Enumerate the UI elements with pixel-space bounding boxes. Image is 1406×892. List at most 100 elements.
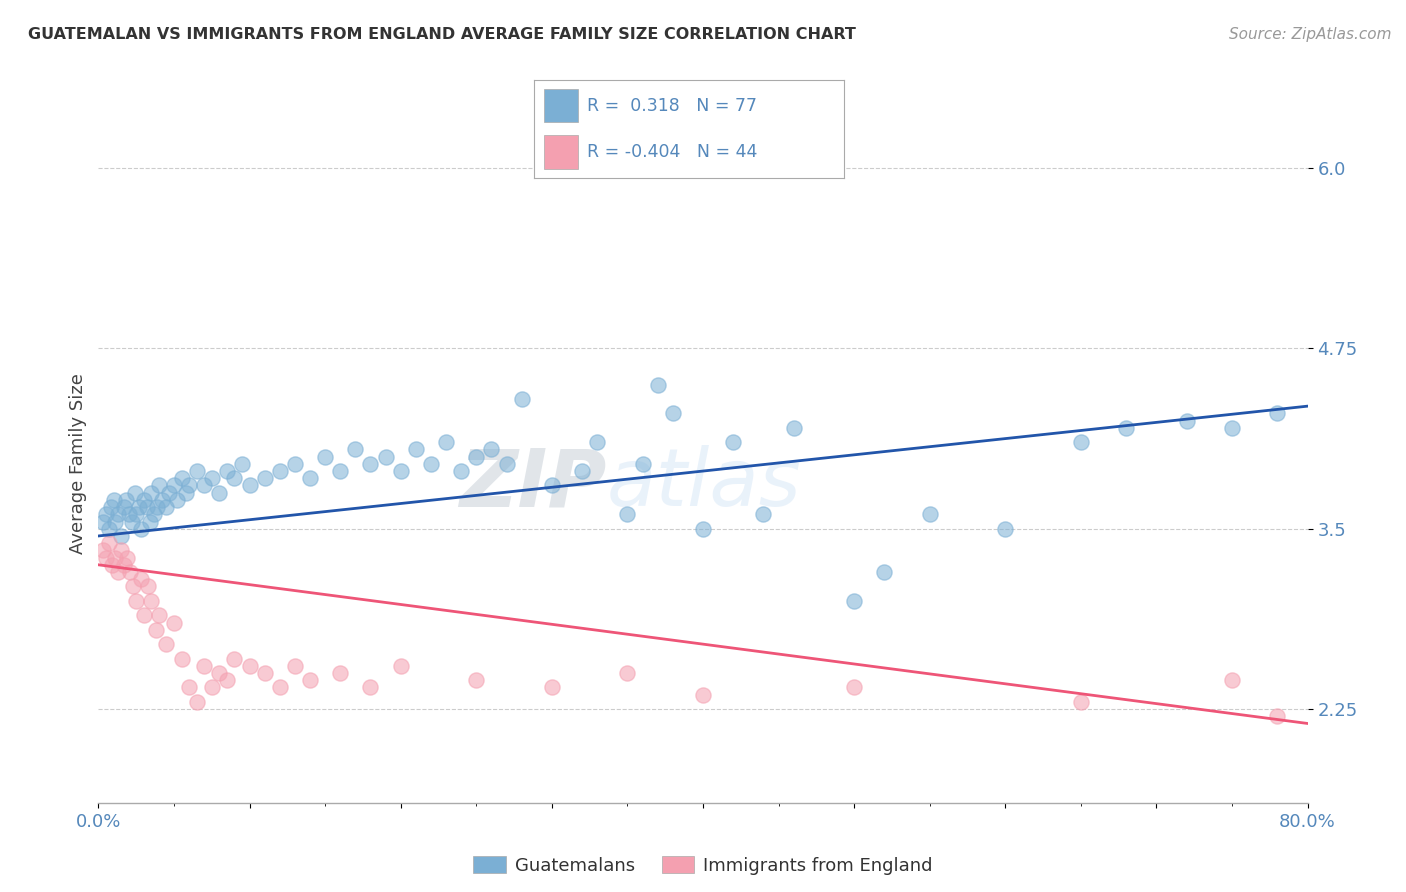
Point [465,673,488,688]
Point [125,594,148,608]
Point [299,471,322,485]
Point [98,522,121,536]
Point [100,500,122,515]
Point [692,688,714,702]
Point [148,478,170,492]
Point [170,651,193,665]
Point [114,492,136,507]
Point [540,681,562,695]
Point [118,508,141,522]
Point [284,457,307,471]
Point [844,681,866,695]
Point [344,442,367,457]
Point [360,681,382,695]
Y-axis label: Average Family Size: Average Family Size [69,374,87,554]
Point [143,508,166,522]
Point [239,658,262,673]
Point [1115,421,1137,435]
Point [647,377,669,392]
Point [329,665,352,680]
Point [299,673,322,688]
FancyBboxPatch shape [544,89,578,122]
Point [120,565,142,579]
FancyBboxPatch shape [544,136,578,169]
Point [115,550,138,565]
Point [253,471,276,485]
Point [146,500,169,515]
Point [239,478,262,492]
Point [103,492,125,507]
Point [179,478,201,492]
Point [94,508,117,522]
Point [1175,413,1198,427]
Point [215,673,238,688]
Point [389,658,412,673]
Point [112,500,135,515]
Point [139,515,162,529]
Point [104,515,127,529]
Point [215,464,238,478]
Point [661,406,683,420]
Point [540,478,562,492]
Point [269,464,291,478]
Point [148,608,170,623]
Point [224,471,246,485]
Point [174,485,197,500]
Point [193,478,215,492]
Point [1070,435,1092,450]
Point [163,615,186,630]
Point [166,492,188,507]
Point [1070,695,1092,709]
Point [159,485,181,500]
Text: R = -0.404   N = 44: R = -0.404 N = 44 [586,143,758,161]
Point [170,471,193,485]
Point [450,464,472,478]
Point [112,558,135,572]
Point [434,435,457,450]
Point [208,485,231,500]
Point [145,623,167,637]
Point [201,471,224,485]
Point [94,550,117,565]
Point [631,457,654,471]
Point [186,464,208,478]
Point [132,492,155,507]
Point [782,421,804,435]
Point [141,485,163,500]
Point [1220,421,1243,435]
Point [110,543,132,558]
Point [107,508,129,522]
Point [104,550,127,565]
Point [495,457,517,471]
Point [193,658,215,673]
Point [135,500,157,515]
Point [586,435,609,450]
Point [918,508,941,522]
Point [844,594,866,608]
Point [269,681,291,695]
Point [420,457,443,471]
Text: R =  0.318   N = 77: R = 0.318 N = 77 [586,97,756,115]
Point [374,450,396,464]
Point [1220,673,1243,688]
Point [155,500,177,515]
Point [1267,709,1289,723]
Legend: Guatemalans, Immigrants from England: Guatemalans, Immigrants from England [465,849,941,882]
Point [253,665,276,680]
Point [208,665,231,680]
Point [1267,406,1289,420]
Point [129,522,152,536]
Point [314,450,336,464]
Text: GUATEMALAN VS IMMIGRANTS FROM ENGLAND AVERAGE FAMILY SIZE CORRELATION CHART: GUATEMALAN VS IMMIGRANTS FROM ENGLAND AV… [28,27,856,42]
Point [91,543,114,558]
Point [723,435,745,450]
Point [128,500,150,515]
Point [752,508,775,522]
Point [873,565,896,579]
Point [150,492,173,507]
Point [571,464,593,478]
Point [121,515,143,529]
Point [107,565,129,579]
Point [284,658,307,673]
Point [124,485,146,500]
